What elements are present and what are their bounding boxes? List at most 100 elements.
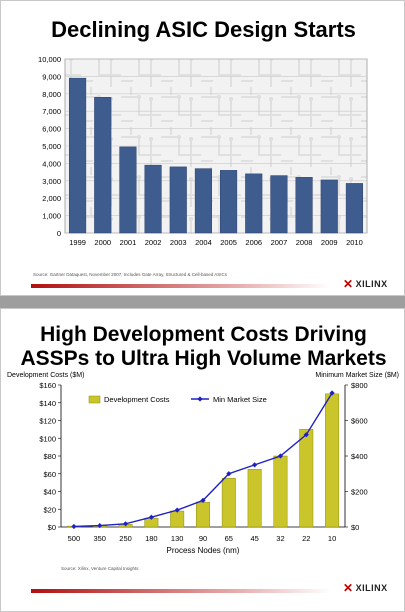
chart2-line-point: [148, 514, 154, 520]
chart-development-costs: Development Costs ($M) Minimum Market Siz…: [7, 372, 399, 555]
chart1-x-tick-label: 2007: [271, 238, 288, 247]
chart2-line-point: [122, 521, 129, 527]
slide2-xilinx-logo: ✕ XILINX: [343, 581, 388, 595]
chart1-x-tick-label: 2005: [220, 238, 237, 247]
slide2-logo-text: XILINX: [355, 583, 388, 593]
chart1-y-tick-label: 6,000: [42, 125, 61, 134]
slide1-title: Declining ASIC Design Starts: [51, 17, 356, 42]
chart2-x-tick-label: 45: [250, 534, 258, 543]
chart1-y-tick-label: 0: [57, 229, 61, 238]
chart1-x-tick-label: 2002: [145, 238, 162, 247]
chart1-bar: [144, 164, 162, 234]
chart-asic-design-starts: 0 1,000 2,000 3,000 4,000 5,000 6,000 7,000 8,00…: [38, 55, 368, 247]
chart2-x-tick-label: 500: [68, 534, 81, 543]
chart1-plot-area: 0 1,000 2,000 3,000 4,000 5,000 6,000 7,000 8,00…: [38, 55, 368, 247]
chart1-x-tick-label: 2009: [321, 238, 338, 247]
chart1-bar: [220, 170, 238, 234]
slide-development-costs: High Development Costs Driving ASSPs to …: [0, 308, 405, 612]
chart2-y-tick-left-label: $140: [39, 399, 56, 408]
chart2-line-point: [329, 390, 335, 396]
slide1-footer-bar: [31, 284, 331, 288]
slide1-xilinx-logo: ✕ XILINX: [343, 277, 388, 291]
chart1-bar: [270, 175, 288, 234]
chart2-y-tick-left-label: $0: [48, 523, 56, 532]
chart2-bar: [247, 469, 262, 528]
chart1-y-tick-label: 4,000: [42, 159, 61, 168]
chart2-line-point: [71, 523, 77, 530]
chart2-y-axis-right-label: Minimum Market Size ($M): [315, 372, 399, 379]
chart1-y-tick-label: 7,000: [42, 107, 61, 116]
chart2-line-point: [226, 471, 232, 477]
chart2-line-point: [200, 497, 206, 503]
chart1-bar: [320, 179, 338, 234]
chart2-y-tick-left-label: $60: [43, 470, 56, 479]
chart1-x-tick-label: 2001: [120, 238, 137, 247]
chart2-y-tick-right-label: $200: [351, 488, 368, 497]
xilinx-x-icon: ✕: [343, 581, 354, 595]
chart2-line-point: [303, 432, 309, 438]
chart2-legend-swatch-bars: [88, 395, 101, 404]
chart2-y-tick-right-label: $0: [351, 523, 359, 532]
chart1-bar: [94, 97, 112, 234]
chart1-bar: [194, 168, 212, 234]
chart2-y-tick-left-label: $80: [43, 452, 56, 461]
chart1-bar: [169, 166, 187, 234]
chart1-x-tick-label: 2004: [195, 238, 212, 247]
chart1-x-tick-label: 2000: [94, 238, 111, 247]
chart1-y-tick-label: 1,000: [42, 212, 61, 221]
slide-separator: [0, 296, 405, 308]
chart1-x-tick-label: 2006: [245, 238, 262, 247]
xilinx-x-icon: ✕: [343, 277, 354, 291]
slide1-source-note: Source: Gartner Dataquest, November 2007…: [33, 272, 228, 277]
chart2-y-tick-left-label: $100: [39, 434, 56, 443]
chart2-y-tick-right-label: $600: [351, 417, 368, 426]
chart2-x-tick-label: 250: [119, 534, 132, 543]
chart2-line-point: [277, 453, 284, 459]
chart1-y-tick-label: 10,000: [38, 55, 61, 64]
chart1-y-tick-label: 8,000: [42, 90, 61, 99]
chart2-y-tick-left-label: $40: [43, 488, 56, 497]
chart2-line-point: [174, 507, 180, 513]
chart2-y-tick-left-label: $20: [43, 505, 56, 514]
slide2-source-note: Source: Xilinx, Venture Capital Insights: [61, 566, 139, 571]
chart2-bar: [170, 510, 185, 528]
chart2-y-tick-left-label: $120: [39, 417, 56, 426]
chart2-line-point: [252, 462, 258, 468]
slide2-title-line2: ASSPs to Ultra High Volume Markets: [20, 347, 387, 370]
chart1-x-tick-label: 2010: [346, 238, 363, 247]
chart1-x-tick-label: 2008: [296, 238, 313, 247]
chart2-legend-marker: [197, 396, 203, 402]
chart2-bar: [196, 501, 210, 528]
chart2-plot-area: Development Costs ($M) Minimum Market Siz…: [7, 372, 399, 555]
chart1-bar: [245, 173, 263, 234]
chart2-y-tick-right-label: $800: [351, 381, 368, 390]
slide2-title-line1: High Development Costs Driving: [40, 323, 367, 346]
chart1-y-tick-label: 3,000: [42, 177, 61, 186]
chart1-bar: [295, 177, 313, 234]
chart2-x-tick-label: 10: [328, 534, 336, 543]
chart1-bar: [345, 183, 363, 234]
chart2-bar: [325, 393, 340, 528]
chart2-bar: [221, 477, 236, 528]
chart2-legend-label-bars: Development Costs: [104, 395, 170, 404]
chart1-x-tick-label: 1999: [69, 238, 86, 247]
chart2-x-tick-label: 130: [171, 534, 184, 543]
chart2-y-axis-left-label: Development Costs ($M): [7, 372, 84, 379]
chart2-x-tick-label: 65: [225, 534, 233, 543]
chart2-bar: [273, 455, 288, 528]
chart1-bar: [119, 146, 137, 234]
chart1-y-tick-label: 5,000: [42, 142, 61, 151]
slide1-logo-text: XILINX: [355, 279, 388, 289]
chart2-x-tick-label: 22: [302, 534, 310, 543]
chart1-y-tick-label: 2,000: [42, 194, 61, 203]
chart2-x-tick-label: 180: [145, 534, 158, 543]
chart2-x-tick-label: 90: [199, 534, 207, 543]
chart1-y-tick-label: 9,000: [42, 72, 61, 81]
chart2-x-tick-label: 350: [93, 534, 106, 543]
chart2-y-tick-right-label: $400: [351, 452, 368, 461]
chart2-x-axis-label: Process Nodes (nm): [167, 546, 240, 555]
chart2-y-tick-left-label: $160: [39, 381, 56, 390]
slide2-footer-bar: [31, 589, 331, 593]
chart1-x-tick-label: 2003: [170, 238, 187, 247]
slide-asic-design-starts: Declining ASIC Design Starts 0 1,000 2,000…: [0, 0, 405, 296]
